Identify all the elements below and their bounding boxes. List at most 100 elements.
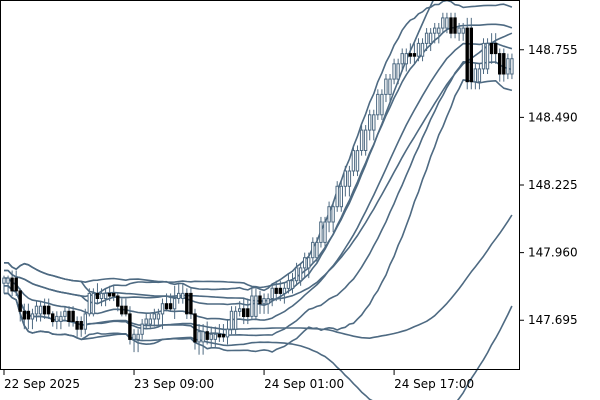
candle	[128, 306, 132, 345]
candle-body-up	[152, 313, 157, 320]
x-tick-label: 22 Sep 2025	[4, 377, 80, 391]
candle-body-up	[363, 129, 368, 152]
candle-body-up	[424, 32, 429, 44]
candle-body-down	[469, 27, 474, 83]
candle	[331, 201, 335, 233]
candle	[428, 28, 433, 52]
candle	[481, 38, 486, 74]
candle-body-up	[282, 287, 287, 294]
candle	[217, 324, 222, 342]
candle	[449, 12, 453, 39]
candle-body-down	[453, 17, 457, 34]
candle	[51, 311, 55, 327]
candle-body-down	[465, 27, 469, 83]
plot-frame	[0, 0, 520, 370]
candle-body-up	[103, 292, 108, 299]
candle	[396, 58, 400, 85]
candle-body-down	[164, 303, 169, 310]
candle-body-down	[193, 313, 197, 343]
candle-body-up	[156, 313, 161, 320]
candle	[294, 262, 299, 286]
candle	[246, 298, 250, 325]
candle-body-up	[229, 310, 234, 330]
candle-body-up	[331, 206, 335, 223]
candle	[233, 306, 238, 335]
band-slow-inner-lower	[4, 214, 513, 339]
candle-body-up	[335, 185, 339, 208]
band-slow-outer-lower	[4, 292, 513, 400]
candle	[498, 48, 502, 82]
candle-body-up	[55, 315, 59, 322]
candle	[18, 288, 22, 322]
candle-body-up	[181, 292, 185, 299]
candle	[502, 48, 506, 82]
candle	[59, 311, 63, 330]
candle	[424, 28, 429, 52]
x-axis: 22 Sep 2025 23 Sep 09:00 24 Sep 01:00 24 Se…	[3, 370, 474, 391]
candle	[437, 22, 441, 44]
candle-body-up	[144, 318, 148, 325]
candle	[368, 109, 372, 141]
candle-body-down	[258, 295, 262, 305]
candle	[392, 58, 396, 85]
candle	[156, 308, 161, 327]
candle-body-up	[445, 17, 449, 29]
candle-body-up	[461, 27, 465, 34]
candle	[278, 280, 283, 302]
candle-body-up	[388, 78, 392, 95]
candle	[347, 165, 352, 197]
candle-body-up	[372, 114, 376, 131]
candle-body-up	[404, 53, 409, 65]
candle-body-down	[168, 303, 173, 310]
candle-body-up	[83, 313, 87, 330]
candle-body-up	[351, 150, 356, 172]
candle	[412, 43, 417, 64]
candle	[75, 316, 79, 337]
candle-body-down	[18, 290, 22, 312]
candle-body-up	[286, 280, 291, 289]
band-outer-upper	[4, 0, 513, 295]
candle	[290, 273, 295, 294]
candle	[124, 298, 128, 317]
candle-body-down	[10, 277, 14, 292]
candle-body-down	[489, 42, 494, 55]
candle-body-up	[213, 333, 218, 340]
y-tick-label: 147.960	[528, 246, 578, 260]
candle-body-up	[396, 63, 400, 80]
candle-body-up	[209, 333, 213, 340]
candle-body-down	[412, 53, 417, 57]
candle	[172, 285, 177, 319]
candle-body-up	[473, 68, 478, 83]
candle	[485, 38, 490, 74]
candlestick-series	[2, 12, 514, 355]
candle-body-down	[107, 292, 112, 297]
candle-body-down	[408, 53, 413, 57]
candle	[339, 181, 344, 212]
candle-body-down	[47, 305, 51, 315]
candle	[168, 293, 173, 312]
candle	[420, 38, 425, 62]
candle-body-up	[307, 257, 311, 269]
candle	[311, 237, 315, 263]
candle	[266, 293, 270, 314]
candle-body-down	[95, 292, 100, 299]
candle	[63, 306, 67, 322]
candle-body-up	[359, 129, 364, 152]
candle-body-up	[343, 170, 348, 187]
candle-body-up	[368, 114, 372, 131]
candle-body-up	[59, 315, 63, 322]
candle	[148, 313, 153, 330]
candle	[47, 298, 51, 319]
candle-body-up	[172, 298, 177, 310]
candle	[359, 125, 364, 156]
candle	[457, 22, 461, 41]
candle	[510, 53, 514, 80]
candle	[91, 288, 96, 317]
candle	[388, 74, 392, 103]
candle	[238, 301, 242, 317]
candle-body-down	[246, 308, 250, 317]
candle-body-down	[67, 310, 71, 322]
candle	[376, 89, 380, 120]
candle	[197, 324, 201, 355]
